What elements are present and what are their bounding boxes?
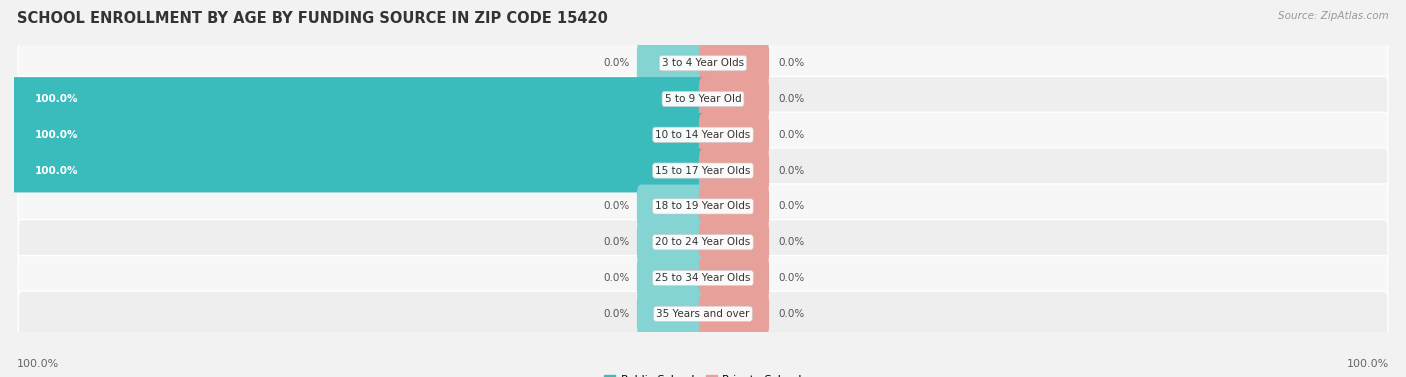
Text: 100.0%: 100.0% (35, 94, 79, 104)
Text: 100.0%: 100.0% (17, 359, 59, 369)
Text: 0.0%: 0.0% (779, 201, 806, 211)
FancyBboxPatch shape (699, 149, 769, 192)
Text: SCHOOL ENROLLMENT BY AGE BY FUNDING SOURCE IN ZIP CODE 15420: SCHOOL ENROLLMENT BY AGE BY FUNDING SOUR… (17, 11, 607, 26)
Text: 100.0%: 100.0% (35, 130, 79, 140)
FancyBboxPatch shape (18, 184, 1388, 229)
Text: 0.0%: 0.0% (779, 309, 806, 319)
Text: Source: ZipAtlas.com: Source: ZipAtlas.com (1278, 11, 1389, 21)
Legend: Public School, Private School: Public School, Private School (600, 370, 806, 377)
Text: 20 to 24 Year Olds: 20 to 24 Year Olds (655, 237, 751, 247)
Text: 3 to 4 Year Olds: 3 to 4 Year Olds (662, 58, 744, 68)
Text: 100.0%: 100.0% (35, 166, 79, 176)
Text: 0.0%: 0.0% (779, 58, 806, 68)
FancyBboxPatch shape (699, 113, 769, 156)
Text: 0.0%: 0.0% (779, 130, 806, 140)
FancyBboxPatch shape (699, 77, 769, 121)
FancyBboxPatch shape (637, 41, 707, 85)
FancyBboxPatch shape (699, 41, 769, 85)
Text: 5 to 9 Year Old: 5 to 9 Year Old (665, 94, 741, 104)
FancyBboxPatch shape (10, 77, 707, 121)
FancyBboxPatch shape (10, 113, 707, 156)
FancyBboxPatch shape (699, 256, 769, 300)
Text: 15 to 17 Year Olds: 15 to 17 Year Olds (655, 166, 751, 176)
Text: 0.0%: 0.0% (603, 309, 630, 319)
Text: 0.0%: 0.0% (779, 237, 806, 247)
FancyBboxPatch shape (637, 221, 707, 264)
FancyBboxPatch shape (637, 292, 707, 336)
FancyBboxPatch shape (699, 185, 769, 228)
FancyBboxPatch shape (18, 148, 1388, 193)
Text: 35 Years and over: 35 Years and over (657, 309, 749, 319)
FancyBboxPatch shape (18, 220, 1388, 265)
Text: 0.0%: 0.0% (603, 58, 630, 68)
FancyBboxPatch shape (18, 41, 1388, 86)
Text: 100.0%: 100.0% (1347, 359, 1389, 369)
FancyBboxPatch shape (637, 185, 707, 228)
FancyBboxPatch shape (18, 256, 1388, 300)
FancyBboxPatch shape (18, 77, 1388, 121)
Text: 18 to 19 Year Olds: 18 to 19 Year Olds (655, 201, 751, 211)
Text: 0.0%: 0.0% (603, 273, 630, 283)
Text: 0.0%: 0.0% (779, 94, 806, 104)
FancyBboxPatch shape (637, 256, 707, 300)
Text: 0.0%: 0.0% (779, 273, 806, 283)
FancyBboxPatch shape (699, 292, 769, 336)
Text: 0.0%: 0.0% (603, 237, 630, 247)
Text: 0.0%: 0.0% (603, 201, 630, 211)
Text: 0.0%: 0.0% (779, 166, 806, 176)
FancyBboxPatch shape (18, 291, 1388, 336)
Text: 25 to 34 Year Olds: 25 to 34 Year Olds (655, 273, 751, 283)
FancyBboxPatch shape (10, 149, 707, 192)
Text: 10 to 14 Year Olds: 10 to 14 Year Olds (655, 130, 751, 140)
FancyBboxPatch shape (699, 221, 769, 264)
FancyBboxPatch shape (18, 112, 1388, 157)
